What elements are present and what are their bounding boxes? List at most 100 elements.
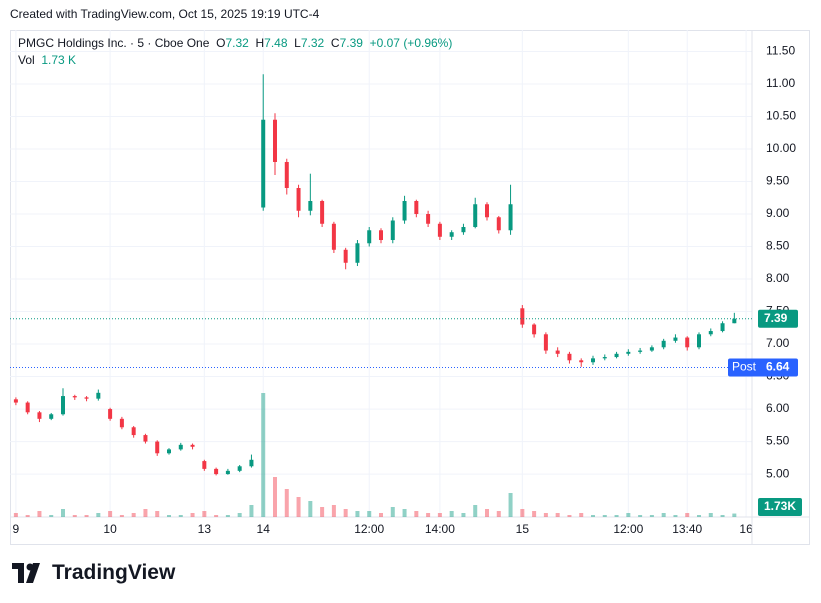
volume-bar bbox=[532, 511, 537, 517]
y-tick-label: 7.00 bbox=[766, 336, 790, 350]
volume-bar bbox=[461, 513, 466, 517]
candle-body bbox=[508, 204, 513, 231]
post-tag bbox=[728, 358, 798, 377]
x-tick-label: 16 bbox=[739, 522, 753, 536]
change-pct: (+0.96%) bbox=[403, 36, 453, 50]
volume-bar bbox=[520, 509, 525, 517]
volume-bar bbox=[508, 493, 513, 517]
volume-bar bbox=[284, 489, 289, 517]
volume-bar bbox=[37, 511, 42, 517]
ohlc-row: PMGC Holdings Inc. · 5 · Cboe One O7.32 … bbox=[18, 35, 452, 52]
legend: PMGC Holdings Inc. · 5 · Cboe One O7.32 … bbox=[18, 35, 452, 69]
volume-bar bbox=[732, 513, 737, 517]
volume-bar bbox=[84, 515, 89, 517]
volume-bar bbox=[308, 501, 313, 517]
candle-body bbox=[343, 249, 348, 263]
candle-body bbox=[296, 187, 301, 211]
y-tick-label: 5.50 bbox=[766, 434, 790, 448]
candle-body bbox=[555, 350, 560, 354]
candle-body bbox=[49, 414, 54, 419]
l-label: L bbox=[294, 36, 301, 50]
volume-bar bbox=[485, 509, 489, 517]
volume-bar bbox=[202, 511, 207, 517]
candle-body bbox=[167, 449, 171, 454]
y-tick-label: 11.50 bbox=[766, 44, 795, 58]
vol-label: Vol bbox=[18, 53, 35, 67]
candle-body bbox=[284, 161, 289, 188]
candle-body bbox=[143, 435, 148, 442]
x-tick-label: 14:00 bbox=[425, 522, 455, 536]
volume-bar bbox=[61, 509, 65, 517]
logo-icon bbox=[12, 563, 40, 583]
candle-body bbox=[308, 201, 313, 211]
volume-bar bbox=[555, 513, 560, 517]
volume-bar bbox=[437, 513, 442, 517]
volume-bar bbox=[567, 515, 572, 517]
candle-body bbox=[732, 318, 737, 324]
candle-body bbox=[567, 353, 572, 361]
volume-bar bbox=[649, 515, 654, 517]
candle-body bbox=[661, 340, 666, 348]
candle-body bbox=[414, 201, 419, 215]
candle-body bbox=[602, 357, 607, 359]
volume-bar bbox=[237, 513, 242, 517]
volume-bar bbox=[673, 515, 678, 517]
candle-body bbox=[591, 358, 595, 363]
volume-bar bbox=[697, 515, 701, 517]
last-price-label: 7.39 bbox=[764, 311, 788, 325]
candle-body bbox=[225, 470, 230, 475]
candle-body bbox=[720, 323, 725, 332]
candle-body bbox=[37, 412, 42, 419]
candle-body bbox=[449, 232, 454, 237]
vol-row: Vol 1.73 K bbox=[18, 52, 452, 69]
candle-body bbox=[697, 334, 701, 348]
volume-bar bbox=[402, 509, 407, 517]
candle-body bbox=[673, 337, 678, 341]
candle-body bbox=[485, 204, 489, 218]
symbol: PMGC Holdings Inc. · 5 · Cboe One bbox=[18, 36, 210, 50]
volume-bar bbox=[273, 477, 277, 517]
candle-body bbox=[520, 308, 525, 325]
y-tick-label: 6.00 bbox=[766, 401, 790, 415]
candle-body bbox=[638, 350, 643, 352]
candle-body bbox=[685, 337, 690, 348]
volume-bar bbox=[155, 511, 160, 517]
candle-body bbox=[543, 334, 548, 351]
candle-body bbox=[273, 119, 277, 162]
candle-body bbox=[72, 396, 77, 398]
volume-bar bbox=[426, 513, 431, 517]
h-label: H bbox=[255, 36, 265, 50]
candle-body bbox=[473, 204, 478, 228]
candle-body bbox=[96, 392, 101, 399]
volume-bar bbox=[591, 515, 595, 517]
candle-body bbox=[649, 347, 654, 351]
candle-body bbox=[532, 324, 537, 335]
volume-bar bbox=[320, 507, 325, 517]
candle-body bbox=[61, 396, 65, 415]
volume-bar bbox=[296, 497, 301, 517]
volume-bar bbox=[131, 513, 136, 517]
volume-bar bbox=[473, 505, 478, 517]
h-value: 7.48 bbox=[264, 36, 288, 50]
change: +0.07 bbox=[369, 36, 400, 50]
candle-body bbox=[261, 119, 266, 208]
x-tick-label: 9 bbox=[13, 522, 20, 536]
candle-body bbox=[13, 399, 18, 403]
candle-body bbox=[426, 214, 431, 224]
volume-bar bbox=[178, 515, 183, 517]
volume-bar bbox=[602, 515, 607, 517]
volume-bar bbox=[214, 515, 219, 517]
volume-bar bbox=[720, 515, 725, 517]
volume-tag bbox=[758, 498, 802, 516]
y-tick-label: 11.00 bbox=[766, 76, 795, 90]
volume-bar bbox=[355, 511, 360, 517]
volume-bar bbox=[108, 511, 113, 517]
x-tick-label: 15 bbox=[516, 522, 530, 536]
y-tick-label: 10.00 bbox=[766, 141, 796, 155]
candle-body bbox=[708, 331, 713, 335]
volume-bar bbox=[119, 515, 124, 517]
candle-body bbox=[390, 220, 395, 241]
candle-body bbox=[320, 201, 325, 224]
logo: TradingView bbox=[12, 561, 175, 585]
volume-bar bbox=[249, 505, 254, 517]
